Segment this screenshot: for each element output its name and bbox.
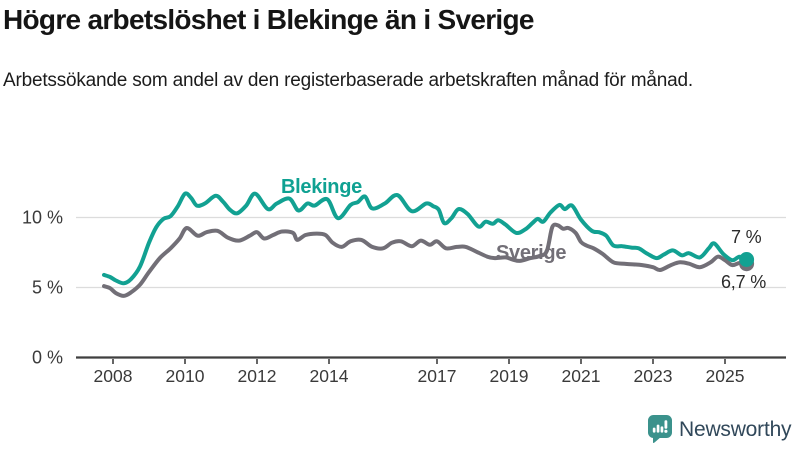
chart-subtitle: Arbetssökande som andel av den registerb…: [3, 70, 693, 91]
newsworthy-speech-bubble-bar-chart-icon: [648, 415, 672, 444]
series-label-blekinge: Blekinge: [281, 176, 362, 198]
x-tick-label: 2023: [634, 366, 673, 386]
end-value-label-sverige: 6,7 %: [721, 272, 767, 292]
chart-title: Högre arbetslöshet i Blekinge än i Sveri…: [3, 4, 534, 35]
x-tick-label: 2008: [94, 366, 133, 386]
y-tick-label: 5 %: [32, 278, 63, 298]
end-value-label-blekinge: 7 %: [731, 227, 762, 247]
y-tick-label: 10 %: [22, 208, 63, 228]
brand-name: Newsworthy: [679, 417, 792, 441]
y-tick-label: 0 %: [32, 348, 63, 368]
x-tick-label: 2012: [238, 366, 277, 386]
newsworthy-logo[interactable]: Newsworthy: [648, 415, 792, 444]
x-tick-label: 2025: [706, 366, 745, 386]
series-label-sverige: Sverige: [496, 242, 567, 264]
series-endpoint-dot-blekinge: [739, 252, 755, 267]
x-tick-label: 2017: [418, 366, 457, 386]
series-line-blekinge: [102, 191, 749, 286]
series-line-sverige: [102, 222, 749, 298]
x-tick-label: 2014: [310, 366, 349, 386]
x-tick-label: 2021: [562, 366, 601, 386]
x-tick-label: 2019: [490, 366, 529, 386]
x-tick-label: 2010: [166, 366, 205, 386]
